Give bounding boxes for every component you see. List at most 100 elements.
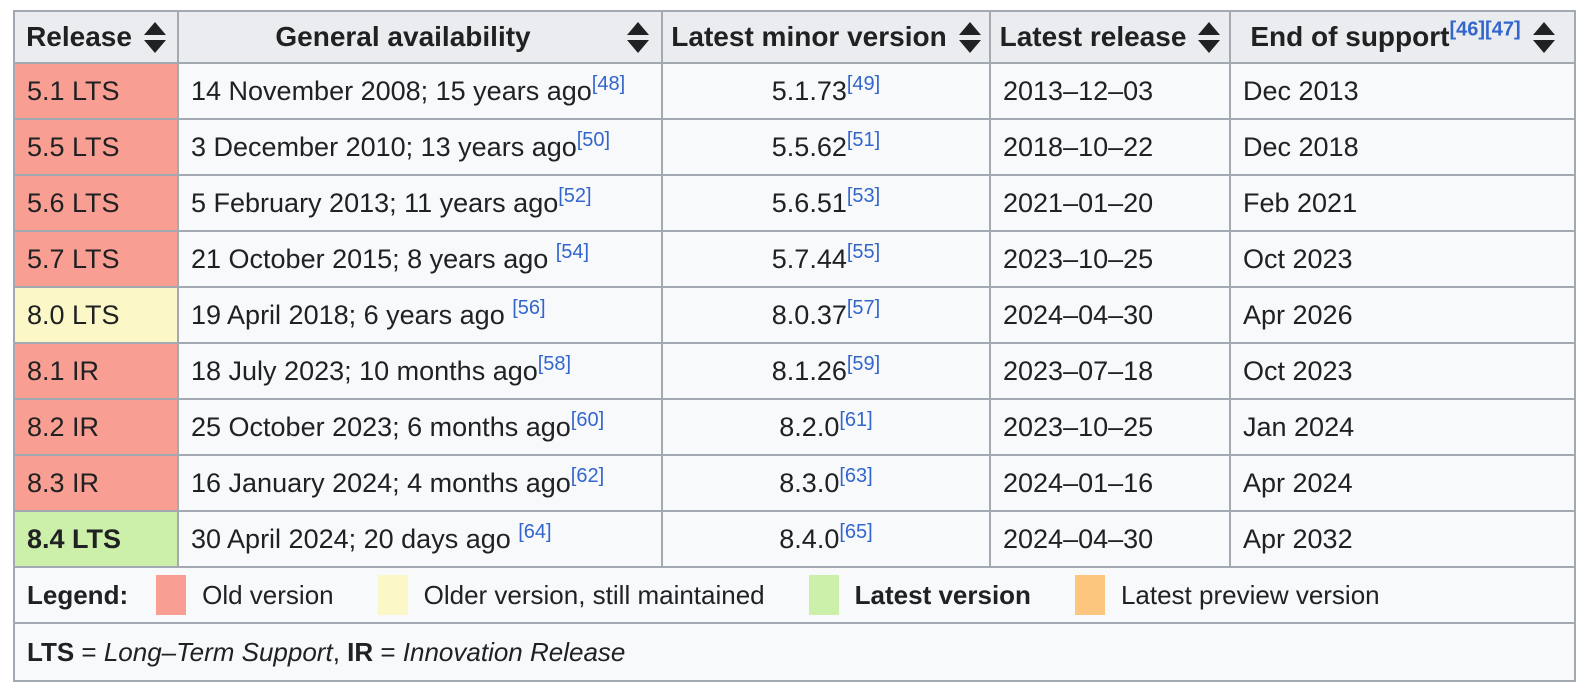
header-row: Release General availability Latest mino… xyxy=(13,10,1576,64)
reference-link[interactable]: [48] xyxy=(591,72,626,95)
minor-version-cell: 8.4.0[65] xyxy=(661,510,991,568)
reference-link[interactable]: [50] xyxy=(576,128,611,151)
latest-release-cell: 2024–04–30 xyxy=(989,510,1231,568)
reference-link[interactable]: [56] xyxy=(512,296,546,319)
minor-version-cell: 8.2.0[61] xyxy=(661,398,991,456)
release-cell: 5.1 LTS xyxy=(13,62,179,120)
reference-link[interactable]: [59] xyxy=(846,352,881,375)
column-header-latest-label: Latest release xyxy=(999,21,1187,52)
latest-release-cell: 2021–01–20 xyxy=(989,174,1231,232)
legend-item-older-maintained: Older version, still maintained xyxy=(377,575,765,615)
ga-cell: 25 October 2023; 6 months ago[60] xyxy=(177,398,663,456)
legend-title: Legend: xyxy=(27,579,129,610)
latest-release-cell: 2018–10–22 xyxy=(989,118,1231,176)
reference-link[interactable]: [46][47] xyxy=(1449,18,1521,41)
ir-abbr: IR xyxy=(347,636,374,667)
minor-version-cell: 8.0.37[57] xyxy=(661,286,991,344)
ga-cell: 21 October 2015; 8 years ago [54] xyxy=(177,230,663,288)
end-of-support-cell: Apr 2032 xyxy=(1229,510,1576,568)
reference-link[interactable]: [60] xyxy=(570,408,605,431)
table-row: 5.7 LTS 21 October 2015; 8 years ago [54… xyxy=(13,230,1576,288)
ga-cell: 16 January 2024; 4 months ago[62] xyxy=(177,454,663,512)
reference-link[interactable]: [53] xyxy=(846,184,881,207)
ga-cell: 3 December 2010; 13 years ago[50] xyxy=(177,118,663,176)
end-of-support-cell: Apr 2024 xyxy=(1229,454,1576,512)
column-header-release-label: Release xyxy=(26,21,132,52)
table-row: 5.6 LTS 5 February 2013; 11 years ago[52… xyxy=(13,174,1576,232)
version-history-table: Release General availability Latest mino… xyxy=(13,10,1576,682)
minor-version-cell: 5.1.73[49] xyxy=(661,62,991,120)
reference-link[interactable]: [58] xyxy=(537,352,572,375)
minor-version-cell: 8.3.0[63] xyxy=(661,454,991,512)
end-of-support-cell: Dec 2013 xyxy=(1229,62,1576,120)
ga-cell: 19 April 2018; 6 years ago [56] xyxy=(177,286,663,344)
sort-icon[interactable] xyxy=(958,21,981,53)
legend-cell: Legend: Old version Older version, still… xyxy=(13,566,1576,624)
legend-item-old-version: Old version xyxy=(156,575,334,615)
ir-full: Innovation Release xyxy=(402,636,626,667)
reference-link[interactable]: [49] xyxy=(846,72,881,95)
old-version-swatch xyxy=(156,575,187,615)
release-cell: 8.4 LTS xyxy=(13,510,179,568)
minor-version-cell: 5.7.44[55] xyxy=(661,230,991,288)
sort-icon[interactable] xyxy=(1532,21,1555,53)
column-header-release[interactable]: Release xyxy=(13,10,179,64)
table-row: 8.0 LTS 19 April 2018; 6 years ago [56] … xyxy=(13,286,1576,344)
reference-link[interactable]: [62] xyxy=(570,464,605,487)
table-row: 8.4 LTS 30 April 2024; 20 days ago [64] … xyxy=(13,510,1576,568)
end-of-support-cell: Feb 2021 xyxy=(1229,174,1576,232)
latest-release-cell: 2023–07–18 xyxy=(989,342,1231,400)
latest-version-swatch xyxy=(808,575,839,615)
legend-item-latest-preview: Latest preview version xyxy=(1074,575,1380,615)
sort-icon[interactable] xyxy=(1198,21,1221,53)
table-row: 8.1 IR 18 July 2023; 10 months ago[58] 8… xyxy=(13,342,1576,400)
sort-icon[interactable] xyxy=(143,21,166,53)
sort-icon[interactable] xyxy=(627,21,649,53)
end-of-support-cell: Jan 2024 xyxy=(1229,398,1576,456)
reference-link[interactable]: [51] xyxy=(846,128,881,151)
column-header-ga-label: General availability xyxy=(275,21,531,52)
latest-release-cell: 2023–10–25 xyxy=(989,398,1231,456)
lts-full: Long–Term Support xyxy=(103,636,333,667)
end-of-support-cell: Oct 2023 xyxy=(1229,230,1576,288)
end-of-support-cell: Oct 2023 xyxy=(1229,342,1576,400)
minor-version-cell: 5.5.62[51] xyxy=(661,118,991,176)
table-row: 8.2 IR 25 October 2023; 6 months ago[60]… xyxy=(13,398,1576,456)
lts-abbr: LTS xyxy=(27,636,75,667)
reference-link[interactable]: [57] xyxy=(846,296,881,319)
release-cell: 8.0 LTS xyxy=(13,286,179,344)
reference-link[interactable]: [52] xyxy=(558,184,592,207)
reference-link[interactable]: [63] xyxy=(839,464,873,487)
column-header-latest-minor-version[interactable]: Latest minor version xyxy=(661,10,991,64)
legend-row: Legend: Old version Older version, still… xyxy=(13,566,1576,624)
column-header-latest-release[interactable]: Latest release xyxy=(989,10,1231,64)
latest-preview-swatch xyxy=(1074,575,1105,615)
release-cell: 5.6 LTS xyxy=(13,174,179,232)
reference-link[interactable]: [61] xyxy=(839,408,873,431)
end-of-support-cell: Dec 2018 xyxy=(1229,118,1576,176)
column-header-end-of-support[interactable]: End of support[46][47] xyxy=(1229,10,1576,64)
latest-release-cell: 2024–04–30 xyxy=(989,286,1231,344)
latest-release-cell: 2013–12–03 xyxy=(989,62,1231,120)
legend-item-latest-version: Latest version xyxy=(808,575,1031,615)
reference-link[interactable]: [65] xyxy=(839,520,873,543)
minor-version-cell: 8.1.26[59] xyxy=(661,342,991,400)
release-cell: 8.1 IR xyxy=(13,342,179,400)
reference-link[interactable]: [54] xyxy=(555,240,590,263)
table-row: 5.1 LTS 14 November 2008; 15 years ago[4… xyxy=(13,62,1576,120)
reference-link[interactable]: [64] xyxy=(518,520,552,543)
release-cell: 5.7 LTS xyxy=(13,230,179,288)
older-maintained-swatch xyxy=(377,575,408,615)
abbreviation-note-row: LTS = Long–Term Support, IR = Innovation… xyxy=(13,622,1576,682)
release-cell: 8.3 IR xyxy=(13,454,179,512)
column-header-general-availability[interactable]: General availability xyxy=(177,10,663,64)
abbreviation-note-cell: LTS = Long–Term Support, IR = Innovation… xyxy=(13,622,1576,682)
latest-release-cell: 2023–10–25 xyxy=(989,230,1231,288)
column-header-minor-label: Latest minor version xyxy=(671,21,947,52)
ga-cell: 5 February 2013; 11 years ago[52] xyxy=(177,174,663,232)
release-cell: 8.2 IR xyxy=(13,398,179,456)
column-header-end-label: End of support[46][47] xyxy=(1250,18,1521,52)
reference-link[interactable]: [55] xyxy=(846,240,881,263)
minor-version-cell: 5.6.51[53] xyxy=(661,174,991,232)
ga-cell: 14 November 2008; 15 years ago[48] xyxy=(177,62,663,120)
